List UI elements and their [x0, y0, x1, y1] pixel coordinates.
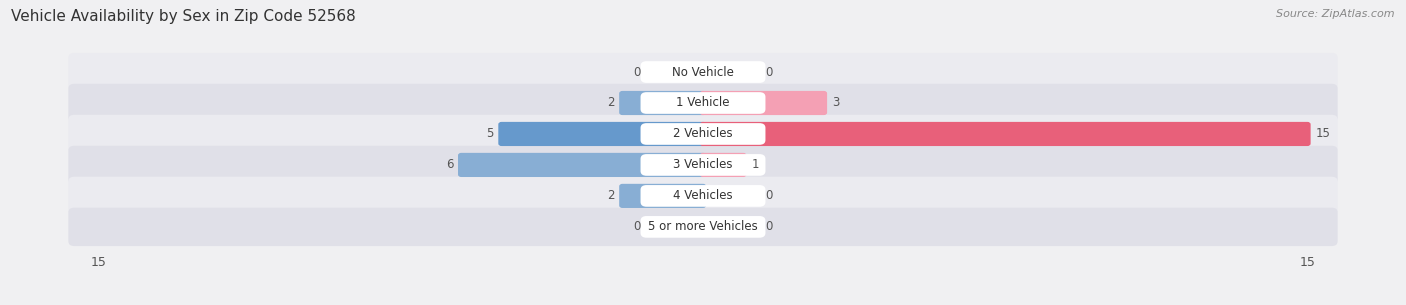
FancyBboxPatch shape — [641, 61, 765, 83]
Text: 0: 0 — [633, 221, 641, 233]
Text: No Vehicle: No Vehicle — [672, 66, 734, 78]
Text: 3 Vehicles: 3 Vehicles — [673, 158, 733, 171]
FancyBboxPatch shape — [641, 123, 765, 145]
FancyBboxPatch shape — [641, 185, 765, 207]
Text: 0: 0 — [765, 66, 773, 78]
FancyBboxPatch shape — [619, 184, 706, 208]
Text: 15: 15 — [1316, 127, 1330, 141]
Text: Source: ZipAtlas.com: Source: ZipAtlas.com — [1277, 9, 1395, 19]
FancyBboxPatch shape — [700, 153, 747, 177]
Text: 0: 0 — [633, 66, 641, 78]
Text: 6: 6 — [446, 158, 453, 171]
FancyBboxPatch shape — [69, 208, 1337, 246]
Text: Vehicle Availability by Sex in Zip Code 52568: Vehicle Availability by Sex in Zip Code … — [11, 9, 356, 24]
FancyBboxPatch shape — [69, 177, 1337, 215]
FancyBboxPatch shape — [641, 216, 765, 238]
FancyBboxPatch shape — [458, 153, 706, 177]
Text: 5 or more Vehicles: 5 or more Vehicles — [648, 221, 758, 233]
FancyBboxPatch shape — [700, 122, 1310, 146]
FancyBboxPatch shape — [700, 91, 827, 115]
Text: 4 Vehicles: 4 Vehicles — [673, 189, 733, 203]
Text: 5: 5 — [486, 127, 494, 141]
Text: 0: 0 — [765, 221, 773, 233]
Text: 1 Vehicle: 1 Vehicle — [676, 96, 730, 109]
FancyBboxPatch shape — [69, 115, 1337, 153]
Text: 2 Vehicles: 2 Vehicles — [673, 127, 733, 141]
Text: 0: 0 — [765, 189, 773, 203]
FancyBboxPatch shape — [619, 91, 706, 115]
FancyBboxPatch shape — [69, 84, 1337, 122]
FancyBboxPatch shape — [69, 146, 1337, 184]
Text: 2: 2 — [607, 96, 614, 109]
FancyBboxPatch shape — [69, 53, 1337, 91]
FancyBboxPatch shape — [641, 92, 765, 114]
FancyBboxPatch shape — [498, 122, 706, 146]
Text: 3: 3 — [832, 96, 839, 109]
FancyBboxPatch shape — [641, 154, 765, 176]
Text: 1: 1 — [751, 158, 759, 171]
Text: 2: 2 — [607, 189, 614, 203]
